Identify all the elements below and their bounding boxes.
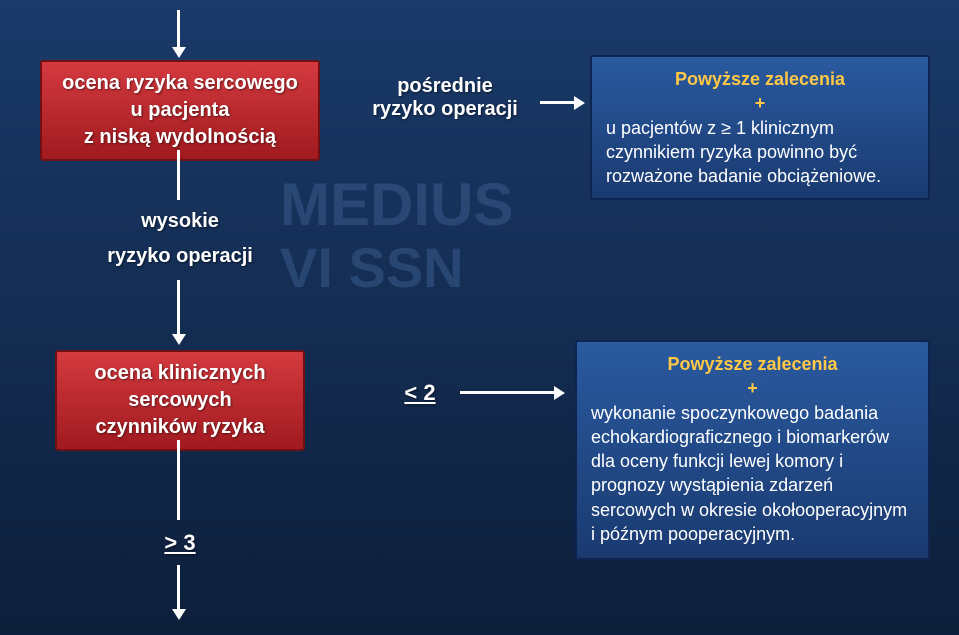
connector-1 (177, 150, 180, 200)
arrow-mid (177, 280, 180, 335)
label-le2: < 2 (395, 380, 445, 406)
box-ocena-ryzyka: ocena ryzyka sercowegou pacjentaz niską … (40, 60, 320, 161)
box-ocena-ryzyka-text: ocena ryzyka sercowegou pacjentaz niską … (62, 72, 298, 148)
arrow-bottom (177, 565, 180, 610)
box-zalecenia-1-plus: + (606, 91, 914, 115)
label-ge3: > 3 (155, 530, 205, 556)
box-zalecenia-1: Powyższe zalecenia + u pacjentów z ≥ 1 k… (590, 55, 930, 200)
label-posrednie: pośrednieryzyko operacji (355, 75, 535, 121)
box-ocena-klinicznych: ocena klinicznychsercowychczynników ryzy… (55, 350, 305, 451)
box-zalecenia-1-title: Powyższe zalecenia (606, 67, 914, 91)
connector-2 (177, 440, 180, 520)
label-wysokie: wysokie (130, 210, 230, 233)
arrow-to-blue1 (540, 101, 575, 104)
arrow-to-blue2 (460, 391, 555, 394)
arrow-top (177, 10, 180, 48)
box-zalecenia-2-plus: + (591, 376, 914, 400)
box-ocena-klinicznych-text: ocena klinicznychsercowychczynników ryzy… (94, 362, 265, 438)
label-ryzyko-operacji: ryzyko operacji (100, 245, 260, 268)
box-zalecenia-2-body: wykonanie spoczynkowego badania echokard… (591, 401, 914, 547)
box-zalecenia-2: Powyższe zalecenia + wykonanie spoczynko… (575, 340, 930, 560)
box-zalecenia-1-body: u pacjentów z ≥ 1 klinicznym czynnikiem … (606, 116, 914, 189)
box-zalecenia-2-title: Powyższe zalecenia (591, 352, 914, 376)
